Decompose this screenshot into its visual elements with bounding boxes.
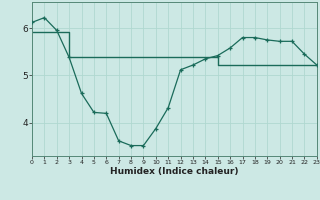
X-axis label: Humidex (Indice chaleur): Humidex (Indice chaleur)	[110, 167, 239, 176]
